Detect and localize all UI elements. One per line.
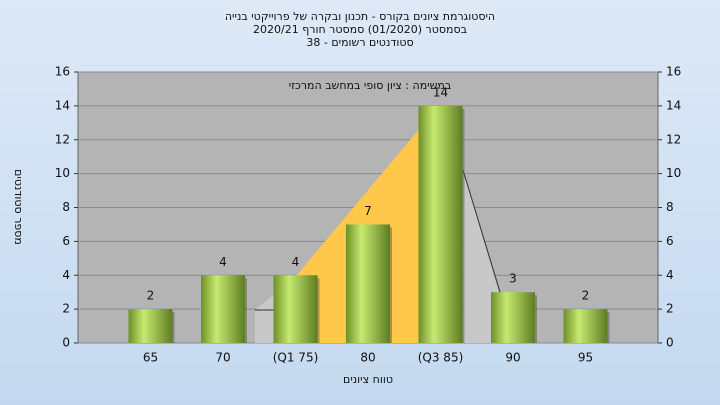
bar: [273, 275, 318, 343]
value-label: 2: [147, 289, 155, 303]
x-axis-label: טווח ציונים: [343, 373, 393, 386]
value-label: 2: [582, 289, 590, 303]
x-tick-label: 90: [505, 351, 520, 365]
value-label: 4: [292, 255, 300, 269]
bar: [346, 224, 390, 343]
y-tick-label: 4: [62, 268, 70, 282]
y-tick-label: 14: [55, 98, 70, 112]
y2-tick-label: 2: [666, 302, 674, 316]
x-tick-label: 65: [143, 351, 158, 365]
value-label: 3: [509, 272, 517, 286]
bar: [418, 105, 463, 343]
y2-tick-label: 0: [666, 336, 674, 350]
y2-tick-label: 4: [666, 268, 674, 282]
chart-subtitle: בסמסטר (01/2020) סמסטר חורף 2020/21: [253, 23, 467, 36]
y-tick-label: 0: [62, 336, 70, 350]
value-label: 14: [433, 85, 448, 99]
y-tick-label: 12: [55, 132, 70, 146]
chart-subtitle: סטודנטים רשומים - 38: [306, 36, 413, 49]
x-tick-label: 80: [360, 351, 375, 365]
value-label: 7: [364, 204, 372, 218]
y2-tick-label: 16: [666, 65, 681, 79]
range-shape: [463, 170, 498, 343]
x-tick-label: (Q3 85): [418, 351, 464, 365]
bar: [128, 309, 173, 343]
y2-tick-label: 12: [666, 132, 681, 146]
whisker: [462, 169, 501, 293]
annotation: במשימה : ציון סופי במחשב המרכזי: [289, 79, 452, 92]
y-tick-label: 2: [62, 302, 70, 316]
bar: [201, 275, 245, 343]
y-axis-label: מספר סטודנטים: [12, 169, 25, 245]
x-tick-label: (Q1 75): [273, 351, 319, 365]
y-tick-label: 6: [62, 234, 70, 248]
chart-title: היסטוגרמת ציונים בקורס - תכנון ובקרה של …: [225, 10, 495, 23]
y2-tick-label: 14: [666, 98, 681, 112]
x-tick-label: 95: [578, 351, 593, 365]
y2-tick-label: 8: [666, 200, 674, 214]
y-tick-label: 10: [55, 166, 70, 180]
y2-tick-label: 6: [666, 234, 674, 248]
bar: [491, 292, 535, 343]
value-label: 4: [219, 255, 227, 269]
y-tick-label: 16: [55, 65, 70, 79]
y-tick-label: 8: [62, 200, 70, 214]
y2-tick-label: 10: [666, 166, 681, 180]
bar: [563, 309, 608, 343]
x-tick-label: 70: [215, 351, 230, 365]
